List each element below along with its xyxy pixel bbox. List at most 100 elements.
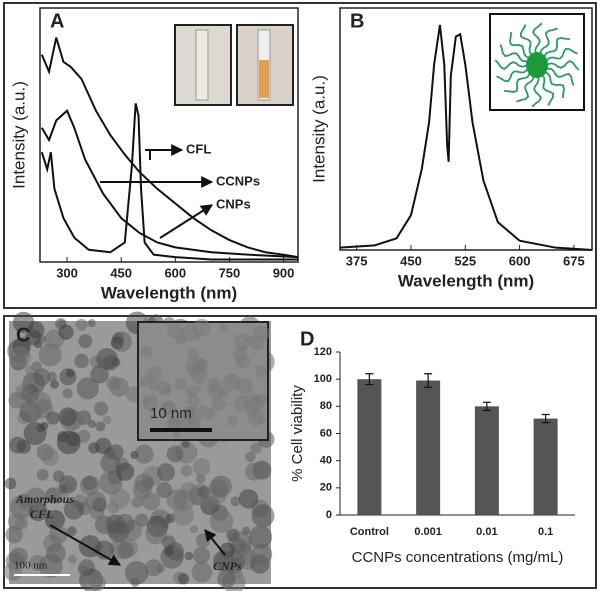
particle bbox=[16, 439, 31, 454]
x-tick-label: 750 bbox=[219, 265, 241, 280]
particle bbox=[15, 384, 32, 401]
surfactant-chain bbox=[543, 37, 571, 59]
lattice bbox=[187, 347, 200, 360]
y-axis-title: % Cell viability bbox=[289, 385, 306, 482]
y-tick-label: 40 bbox=[320, 455, 332, 467]
top-frame bbox=[3, 2, 597, 309]
particle bbox=[48, 525, 68, 545]
particle bbox=[184, 551, 194, 561]
particle bbox=[9, 346, 31, 368]
y-axis-title: Intensity (a.u.) bbox=[9, 81, 28, 189]
series-label: CNPs bbox=[216, 196, 251, 211]
particle bbox=[63, 499, 84, 520]
bar bbox=[533, 418, 558, 515]
particle bbox=[15, 516, 29, 530]
particle bbox=[197, 485, 210, 499]
core bbox=[526, 52, 548, 78]
y-tick-label: 120 bbox=[314, 346, 332, 358]
bottom-frame bbox=[3, 315, 597, 589]
line bbox=[40, 109, 299, 259]
particle bbox=[178, 573, 190, 585]
particle bbox=[76, 377, 99, 400]
particle bbox=[231, 538, 246, 553]
particle bbox=[23, 422, 47, 446]
lattice bbox=[208, 383, 224, 399]
surfactant-chain bbox=[503, 71, 531, 93]
x-axis-title: Wavelength (nm) bbox=[101, 283, 237, 302]
lattice bbox=[160, 385, 171, 396]
particle bbox=[44, 509, 65, 530]
x-tick-label: 0.001 bbox=[414, 526, 442, 538]
lattice bbox=[174, 378, 187, 390]
particle bbox=[40, 448, 59, 467]
particle bbox=[78, 334, 93, 349]
surfactant-chain bbox=[516, 74, 535, 103]
y-axis-title: Intensity (a.u.) bbox=[309, 75, 328, 183]
x-tick-label: 375 bbox=[346, 253, 368, 268]
particle bbox=[250, 442, 262, 454]
particle bbox=[130, 450, 139, 460]
lattice bbox=[255, 365, 268, 378]
particle bbox=[116, 462, 135, 481]
particle bbox=[94, 437, 112, 455]
y-tick-label: 20 bbox=[320, 482, 332, 494]
particle bbox=[156, 463, 176, 482]
particle bbox=[24, 365, 34, 374]
particle bbox=[192, 546, 211, 565]
surfactant-chain bbox=[543, 71, 565, 99]
particle bbox=[36, 468, 49, 481]
particle bbox=[132, 480, 153, 500]
particle bbox=[226, 528, 240, 542]
particle bbox=[166, 445, 184, 463]
particle bbox=[156, 482, 173, 499]
particle bbox=[124, 560, 149, 585]
lattice bbox=[184, 405, 203, 424]
particle bbox=[27, 321, 45, 339]
annotation: CNPs bbox=[213, 559, 242, 573]
lattice bbox=[166, 416, 181, 430]
y-tick-label: 0 bbox=[326, 509, 332, 521]
x-axis-title: Wavelength (nm) bbox=[398, 271, 534, 290]
series-label: CFL bbox=[186, 141, 211, 156]
particle bbox=[248, 525, 273, 549]
panel-label: B bbox=[350, 10, 364, 32]
surfactant-chain bbox=[499, 44, 528, 63]
particle bbox=[195, 533, 211, 548]
y-tick-label: 60 bbox=[320, 427, 332, 439]
surfactant-chain bbox=[540, 73, 555, 106]
x-tick-label: 675 bbox=[563, 253, 585, 268]
x-tick-label: 450 bbox=[110, 265, 132, 280]
particle bbox=[79, 475, 100, 496]
particle bbox=[251, 543, 273, 565]
particle bbox=[87, 319, 96, 328]
particle bbox=[242, 526, 251, 535]
particle bbox=[162, 535, 176, 550]
particle bbox=[195, 473, 206, 484]
surfactant-chain bbox=[494, 59, 528, 71]
particle bbox=[31, 361, 43, 373]
series-label: CCNPs bbox=[216, 173, 260, 188]
scale-label: 10 nm bbox=[150, 405, 192, 422]
particle bbox=[96, 348, 118, 370]
line bbox=[40, 37, 299, 259]
line bbox=[339, 24, 593, 251]
surfactant-chain bbox=[519, 24, 534, 57]
particle bbox=[189, 525, 199, 534]
particle bbox=[210, 475, 232, 498]
x-tick-label: 0.1 bbox=[538, 526, 553, 538]
particle bbox=[46, 411, 60, 425]
particle bbox=[191, 561, 213, 583]
lattice bbox=[142, 394, 159, 411]
tem-image bbox=[3, 311, 275, 594]
particle bbox=[181, 440, 190, 449]
particle bbox=[172, 504, 194, 526]
x-tick-label: 525 bbox=[454, 253, 476, 268]
particle bbox=[245, 451, 256, 463]
lattice bbox=[227, 415, 238, 427]
scale-label: 100 nm bbox=[14, 560, 48, 572]
x-tick-label: 450 bbox=[400, 253, 422, 268]
particle bbox=[81, 578, 90, 587]
particle bbox=[212, 550, 235, 572]
panel-label: D bbox=[300, 328, 314, 350]
particle bbox=[58, 484, 69, 494]
